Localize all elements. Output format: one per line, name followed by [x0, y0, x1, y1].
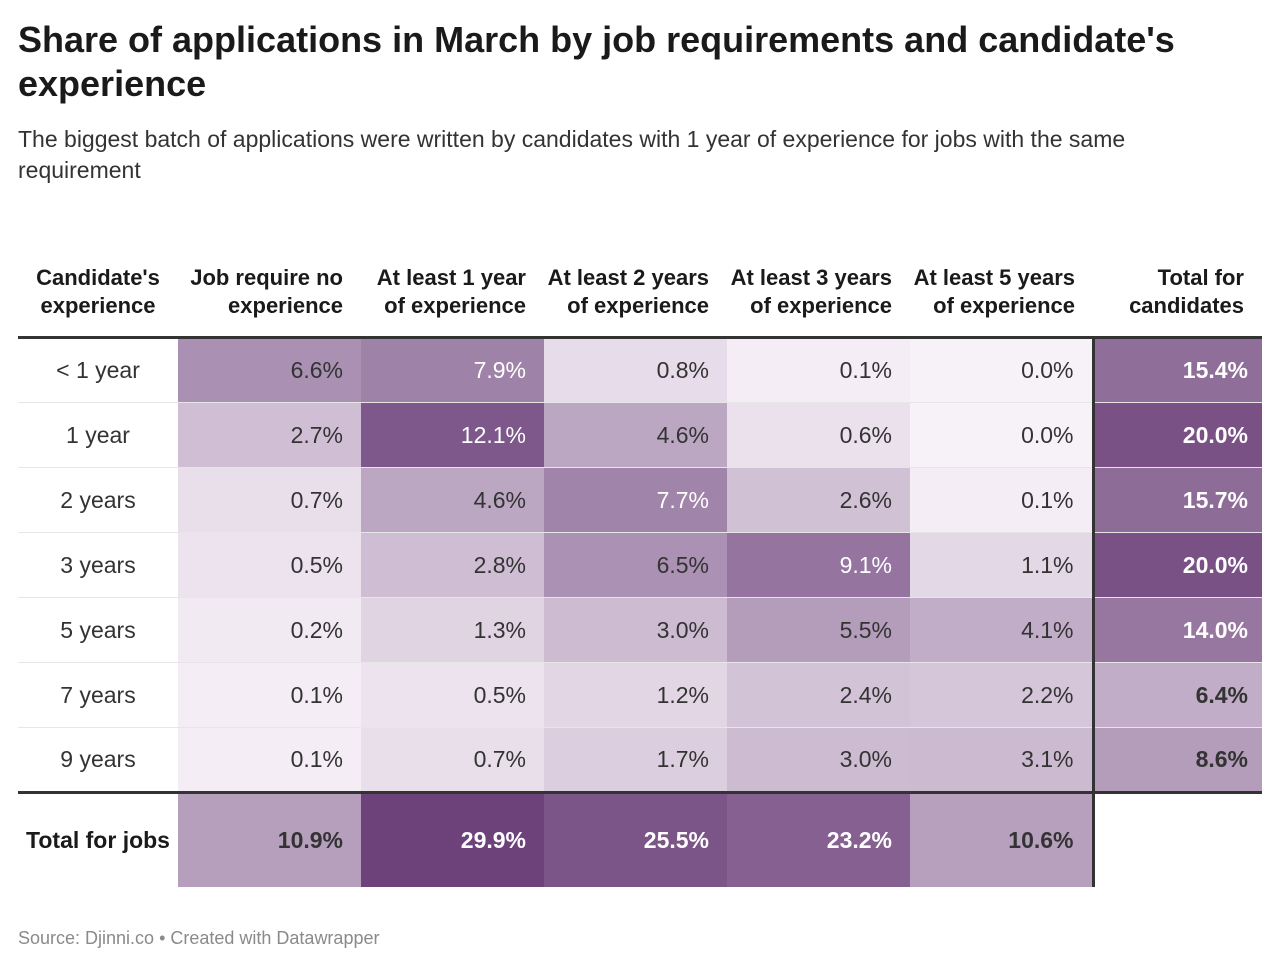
heatmap-cell: 0.0% — [910, 402, 1093, 468]
heatmap-cell: 6.5% — [544, 532, 727, 598]
heatmap-cell: 2.4% — [727, 662, 910, 728]
heatmap-cell: 5.5% — [727, 597, 910, 663]
heatmap-cell: 0.6% — [727, 402, 910, 468]
heatmap-cell: 0.2% — [178, 597, 361, 663]
heatmap-cell: 0.1% — [178, 662, 361, 728]
chart-title: Share of applications in March by job re… — [18, 19, 1175, 104]
heatmap-cell: 6.6% — [178, 337, 361, 403]
heatmap-cell: 0.1% — [178, 727, 361, 793]
heatmap-cell: 1.1% — [910, 532, 1093, 598]
heatmap-cell: 0.8% — [544, 337, 727, 403]
heatmap-cell: 4.6% — [544, 402, 727, 468]
column-total-cell: 29.9% — [361, 792, 544, 887]
heatmap-cell: 3.1% — [910, 727, 1093, 793]
heatmap-cell: 3.0% — [727, 727, 910, 793]
heatmap-cell: 9.1% — [727, 532, 910, 598]
table-row: 7 years 0.1% 0.5% 1.2% 2.4% 2.2% 6.4% — [18, 662, 1262, 728]
column-header-at-least-5-years: At least 5 years of experience — [913, 265, 1075, 318]
heatmap-cell: 0.7% — [178, 467, 361, 533]
table-row: 2 years 0.7% 4.6% 7.7% 2.6% 0.1% 15.7% — [18, 467, 1262, 533]
heatmap-cell: 2.6% — [727, 467, 910, 533]
row-total-cell: 15.7% — [1091, 467, 1262, 533]
row-label: 9 years — [60, 746, 136, 772]
heatmap-cell: 1.3% — [361, 597, 544, 663]
table-row: 1 year 2.7% 12.1% 4.6% 0.6% 0.0% 20.0% — [18, 402, 1262, 468]
row-total-cell: 6.4% — [1091, 662, 1262, 728]
column-header-total-for-candidates: Total for candidates — [1129, 265, 1244, 318]
row-label: 1 year — [66, 421, 130, 448]
row-label: 7 years — [60, 681, 136, 708]
row-label: 5 years — [60, 616, 136, 643]
heatmap-table: Candidate's experience Job require no ex… — [18, 230, 1262, 887]
heatmap-cell: 4.6% — [361, 467, 544, 533]
heatmap-cell: 0.0% — [910, 337, 1093, 403]
heatmap-cell: 3.0% — [544, 597, 727, 663]
row-total-cell: 20.0% — [1091, 402, 1262, 468]
table-footer: Total for jobs 10.9% 29.9% 25.5% 23.2% 10.6% — [18, 792, 1262, 887]
heatmap-cell: 2.2% — [910, 662, 1093, 728]
row-total-cell: 20.0% — [1091, 532, 1262, 598]
table-row: < 1 year 6.6% 7.9% 0.8% 0.1% 0.0% 15.4% — [18, 337, 1262, 403]
row-total-cell: 8.6% — [1091, 727, 1262, 793]
heatmap-cell: 0.7% — [361, 727, 544, 793]
row-total-cell: 15.4% — [1091, 337, 1262, 403]
row-label: 2 years — [60, 486, 136, 513]
column-total-cell: 10.9% — [178, 792, 361, 887]
table-body: < 1 year 6.6% 7.9% 0.8% 0.1% 0.0% 15.4% 1 year 2… — [18, 337, 1262, 793]
heatmap-cell: 0.1% — [910, 467, 1093, 533]
footer-label: Total for jobs — [26, 826, 170, 853]
heatmap-cell: 0.5% — [178, 532, 361, 598]
column-header-no-experience: Job require no experience — [190, 265, 343, 318]
column-total-cell: 25.5% — [544, 792, 727, 887]
heatmap-cell: 2.7% — [178, 402, 361, 468]
column-header-candidate-experience: Candidate's experience — [36, 265, 160, 318]
header-row: Candidate's experience Job require no ex… — [18, 230, 1262, 338]
heatmap-cell: 2.8% — [361, 532, 544, 598]
row-total-cell: 14.0% — [1091, 597, 1262, 663]
column-total-cell: 23.2% — [727, 792, 910, 887]
heatmap-cell: 0.1% — [727, 337, 910, 403]
source-note: Source: Djinni.co • Created with Datawra… — [18, 928, 380, 948]
column-total-cell: 10.6% — [910, 792, 1093, 887]
heatmap-cell: 7.7% — [544, 467, 727, 533]
table-row: 3 years 0.5% 2.8% 6.5% 9.1% 1.1% 20.0% — [18, 532, 1262, 598]
heatmap-cell: 0.5% — [361, 662, 544, 728]
heatmap-cell: 1.2% — [544, 662, 727, 728]
heatmap-table-container: Candidate's experience Job require no ex… — [18, 230, 1262, 887]
chart-subtitle: The biggest batch of applications were w… — [18, 126, 1126, 183]
empty-corner-cell — [1091, 792, 1262, 887]
column-header-at-least-1-year: At least 1 year of experience — [376, 265, 526, 318]
heatmap-cell: 12.1% — [361, 402, 544, 468]
heatmap-cell: 4.1% — [910, 597, 1093, 663]
table-row: 9 years 0.1% 0.7% 1.7% 3.0% 3.1% 8.6% — [18, 727, 1262, 793]
footer-row: Total for jobs 10.9% 29.9% 25.5% 23.2% 10.6% — [18, 792, 1262, 887]
table-row: 5 years 0.2% 1.3% 3.0% 5.5% 4.1% 14.0% — [18, 597, 1262, 663]
heatmap-cell: 7.9% — [361, 337, 544, 403]
column-header-at-least-2-years: At least 2 years of experience — [547, 265, 709, 318]
column-header-at-least-3-years: At least 3 years of experience — [730, 265, 892, 318]
row-label: < 1 year — [56, 357, 140, 383]
heatmap-cell: 1.7% — [544, 727, 727, 793]
row-label: 3 years — [60, 551, 136, 578]
